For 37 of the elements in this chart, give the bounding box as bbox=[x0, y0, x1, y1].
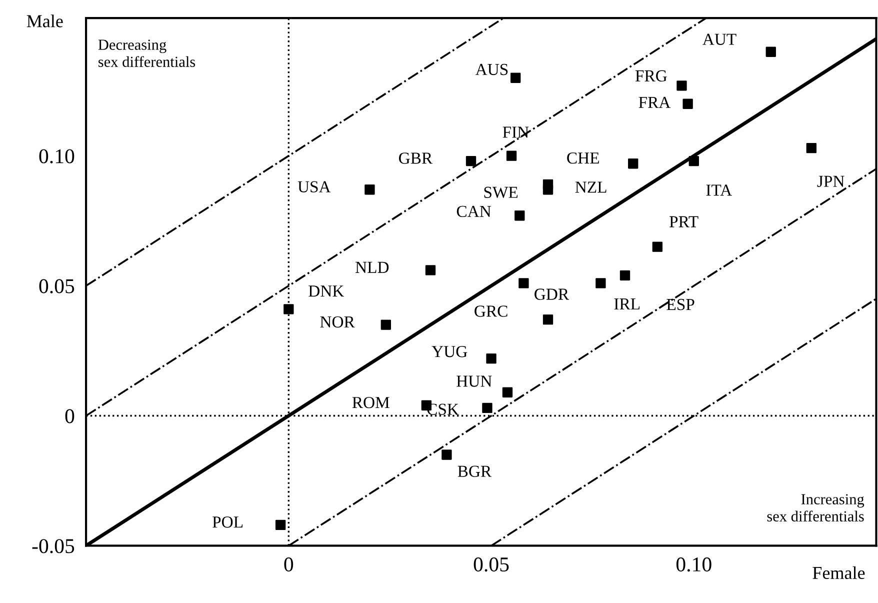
annotation: CHE bbox=[567, 152, 599, 164]
annotation: ESP bbox=[666, 298, 694, 310]
x-tick-label: 0.05 bbox=[474, 557, 509, 572]
annotation: POL bbox=[212, 516, 243, 528]
annotation: USA bbox=[298, 181, 331, 192]
annotation: FRG bbox=[635, 70, 667, 82]
annotation: GDR bbox=[534, 288, 570, 300]
annotation: HUN bbox=[456, 376, 492, 387]
annotation: GRC bbox=[474, 306, 508, 317]
annotation: ROM bbox=[352, 396, 390, 408]
y-tick-label: 0.05 bbox=[39, 279, 74, 294]
y-axis-title: Male bbox=[26, 14, 63, 28]
y-tick-label: 0 bbox=[65, 409, 74, 424]
annotation: AUS bbox=[475, 64, 508, 76]
annotation: PRT bbox=[670, 216, 698, 228]
annotation: IRL bbox=[614, 298, 640, 310]
annotation: FIN bbox=[502, 126, 529, 138]
annotation: DNK bbox=[308, 286, 344, 297]
annotation: NZL bbox=[575, 182, 606, 193]
x-tick-label: 0.10 bbox=[676, 557, 712, 572]
annotation: NOR bbox=[320, 316, 355, 328]
annotation: JPN bbox=[817, 176, 844, 187]
annotation: Increasing sex differentials bbox=[767, 494, 864, 522]
annotation: Decreasing sex differentials bbox=[98, 40, 196, 67]
x-axis-title: Female bbox=[812, 566, 865, 580]
annotation: SWE bbox=[484, 186, 518, 198]
annotation: CAN bbox=[456, 206, 492, 218]
annotation: YUG bbox=[432, 346, 468, 358]
annotation: AUT bbox=[702, 34, 736, 45]
annotation: BGR bbox=[458, 466, 492, 477]
y-tick-label: 0.10 bbox=[39, 149, 74, 164]
x-tick-label: 0 bbox=[284, 557, 294, 572]
annotation: ITA bbox=[706, 184, 732, 196]
y-tick-label: -0.05 bbox=[32, 539, 74, 554]
annotation: NLD bbox=[356, 262, 389, 273]
annotation: GBR bbox=[399, 152, 433, 164]
annotation: FRA bbox=[638, 96, 671, 108]
